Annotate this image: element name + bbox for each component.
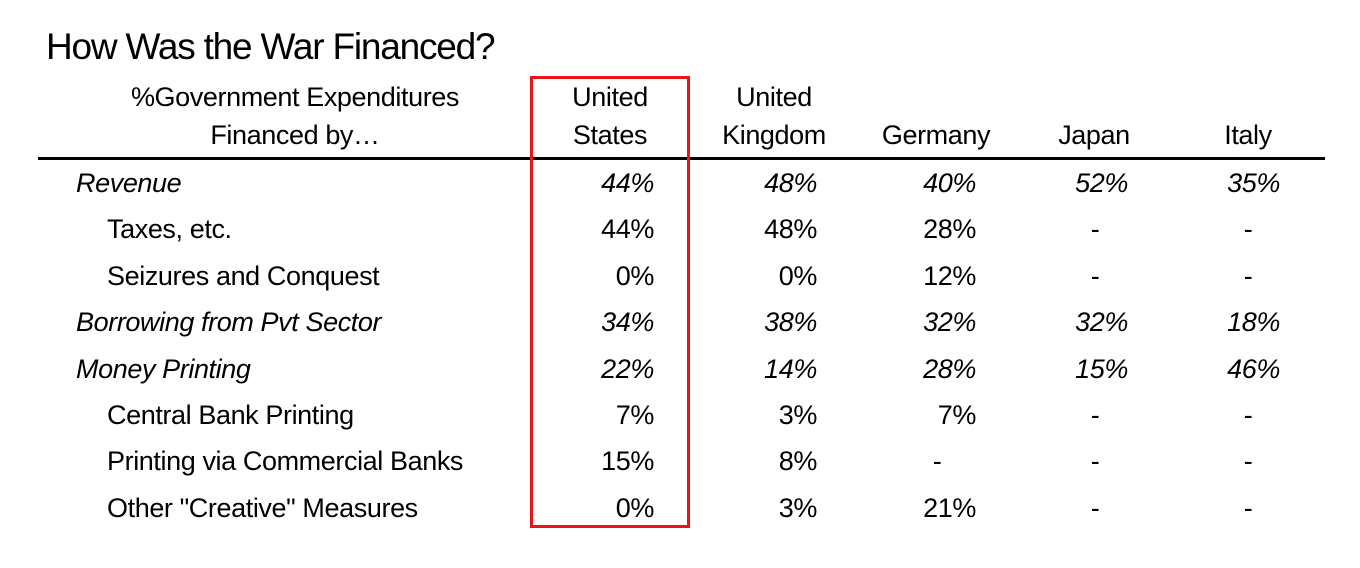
chart-title: How Was the War Financed?: [46, 26, 496, 67]
value-cell-us: 0%: [615, 260, 655, 291]
row-label: Borrowing from Pvt Sector: [76, 307, 382, 338]
row-label: Taxes, etc.: [107, 214, 232, 245]
value-cell-us: 22%: [601, 353, 654, 384]
value-cell-italy: 35%: [1227, 168, 1280, 198]
table-row: Money Printing 22% 14% 28% 15% 46%: [0, 346, 1360, 392]
value-cell-germany: 12%: [923, 260, 976, 291]
table-row: Other "Creative" Measures 0% 3% 21% - -: [0, 485, 1360, 531]
row-label: Printing via Commercial Banks: [107, 446, 464, 477]
value-cell-italy: -: [1243, 214, 1253, 245]
value-cell-germany: 32%: [923, 307, 976, 338]
value-cell-italy: -: [1243, 260, 1253, 291]
value-cell-japan: 32%: [1075, 307, 1128, 338]
value-cell-italy: -: [1243, 446, 1253, 477]
header-divider: [38, 157, 1325, 160]
row-label: Money Printing: [76, 353, 251, 384]
value-cell-uk: 14%: [764, 353, 817, 384]
value-cell-us: 44%: [601, 214, 654, 245]
value-cell-germany: 21%: [923, 492, 976, 523]
table-row: Taxes, etc. 44% 48% 28% - -: [0, 206, 1360, 252]
header-label-line-1: %Government Expenditures: [130, 82, 460, 112]
value-cell-uk: 8%: [778, 446, 818, 477]
value-cell-japan: 52%: [1075, 168, 1128, 198]
column-header-japan: Japan: [1014, 78, 1174, 154]
value-cell-us: 15%: [601, 446, 654, 477]
value-cell-japan: 15%: [1075, 353, 1128, 384]
column-header-line-1: United: [736, 82, 812, 112]
value-cell-japan: -: [1090, 260, 1100, 291]
value-cell-italy: -: [1243, 492, 1253, 523]
value-cell-germany: 7%: [937, 400, 977, 430]
value-cell-us: 7%: [615, 400, 655, 430]
column-header-germany: Germany: [856, 78, 1016, 154]
row-label: Revenue: [76, 168, 182, 198]
value-cell-uk: 38%: [764, 307, 817, 338]
row-label: Other "Creative" Measures: [107, 492, 418, 523]
value-cell-uk: 48%: [764, 168, 817, 198]
value-cell-italy: -: [1243, 400, 1253, 430]
value-cell-germany: -: [932, 446, 942, 477]
column-header-line-1: [1168, 78, 1328, 116]
column-header-line-1: [856, 78, 1016, 116]
table-row: Seizures and Conquest 0% 0% 12% - -: [0, 253, 1360, 299]
table-row: Borrowing from Pvt Sector 34% 38% 32% 32% 18%: [0, 299, 1360, 345]
value-cell-japan: -: [1090, 492, 1100, 523]
value-cell-japan: -: [1090, 214, 1100, 245]
header-label-line-2: Financed by…: [210, 120, 380, 150]
table-row: Central Bank Printing 7% 3% 7% - -: [0, 392, 1360, 438]
column-header-line-2: Japan: [1058, 120, 1130, 150]
column-header-line-2: Italy: [1224, 120, 1272, 150]
column-header-line-2: Germany: [881, 120, 991, 150]
value-cell-japan: -: [1090, 400, 1100, 430]
value-cell-italy: 18%: [1227, 307, 1280, 338]
value-cell-uk: 48%: [764, 214, 817, 245]
value-cell-germany: 28%: [923, 353, 976, 384]
value-cell-us: 0%: [615, 492, 655, 523]
header-label: %Government Expenditures Financed by…: [60, 78, 530, 154]
value-cell-germany: 28%: [923, 214, 976, 245]
column-header-line-1: [1014, 78, 1174, 116]
value-cell-uk: 0%: [778, 260, 818, 291]
value-cell-italy: 46%: [1227, 353, 1280, 384]
value-cell-us: 34%: [601, 307, 654, 338]
row-label: Seizures and Conquest: [107, 260, 380, 291]
value-cell-uk: 3%: [778, 400, 818, 430]
value-cell-us: 44%: [601, 168, 654, 198]
column-header-line-2: Kingdom: [722, 120, 826, 150]
column-header-italy: Italy: [1168, 78, 1328, 154]
value-cell-uk: 3%: [778, 492, 818, 523]
column-header-line-1: United: [572, 82, 648, 112]
row-label: Central Bank Printing: [107, 400, 354, 430]
value-cell-germany: 40%: [923, 168, 976, 198]
column-header-line-2: States: [572, 120, 648, 150]
table-row: Revenue 44% 48% 40% 52% 35%: [0, 160, 1360, 206]
column-header-uk: United Kingdom: [694, 78, 854, 154]
column-header-us: United States: [530, 78, 690, 154]
table-row: Printing via Commercial Banks 15% 8% - - -: [0, 438, 1360, 484]
value-cell-japan: -: [1090, 446, 1100, 477]
